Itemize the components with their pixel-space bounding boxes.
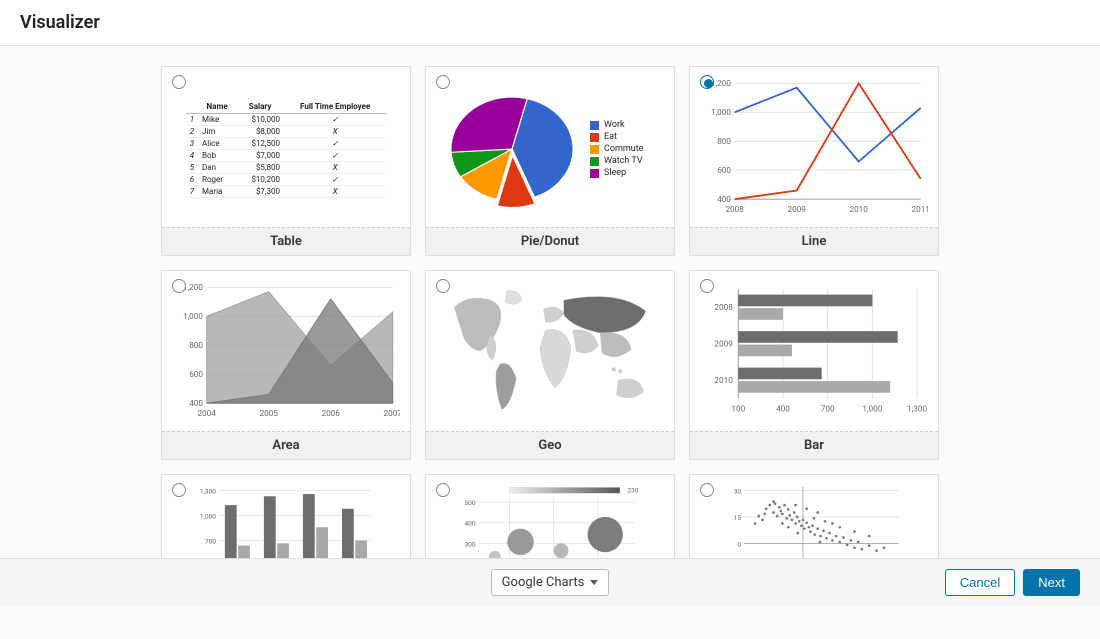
card-pie-label: Pie/Donut [426,227,674,255]
cancel-button[interactable]: Cancel [945,569,1015,596]
svg-text:230: 230 [627,487,638,495]
svg-text:600: 600 [717,166,731,176]
card-line-preview: 400 600 800 1,000 1,200 2008 2009 2010 2011 [690,67,938,227]
card-line[interactable]: 400 600 800 1,000 1,200 2008 2009 2010 2011 Line [689,66,939,256]
svg-text:1,000: 1,000 [200,512,216,520]
svg-text:400: 400 [717,195,731,205]
svg-text:400: 400 [464,520,475,528]
svg-text:1,000: 1,000 [711,108,731,118]
pie-legend: WorkEatCommuteWatch TVSleep [590,118,643,180]
svg-text:1,000: 1,000 [183,312,203,322]
card-table-preview: NameSalaryFull Time Employee 1Mike$10,00… [162,67,410,227]
geo-chart [436,279,664,427]
card-column-preview: 1,300 1,000 700 [162,475,410,568]
radio-table[interactable] [172,75,186,89]
radio-scatter[interactable] [700,483,714,497]
svg-text:2007: 2007 [384,409,400,419]
card-scatter[interactable]: 30 15 0 [689,474,939,569]
bar-chart: 100 400 700 1,000 1,300 2008 2009 2010 [700,279,928,427]
card-geo-preview [426,271,674,431]
card-line-label: Line [690,227,938,255]
svg-text:1,000: 1,000 [862,404,882,414]
svg-text:2008: 2008 [714,303,733,313]
svg-text:400: 400 [189,399,203,409]
radio-bubble[interactable] [436,483,450,497]
chevron-down-icon [590,580,598,585]
svg-text:2011: 2011 [912,205,928,215]
radio-line[interactable] [700,75,714,89]
radio-pie[interactable] [436,75,450,89]
svg-text:15: 15 [734,514,742,522]
svg-text:1,300: 1,300 [200,487,216,495]
next-button[interactable]: Next [1023,569,1080,596]
svg-text:800: 800 [717,137,731,147]
svg-text:2010: 2010 [714,376,733,386]
footer-bar: Google Charts Cancel Next [0,558,1100,606]
svg-text:2008: 2008 [725,205,744,215]
svg-text:2010: 2010 [849,205,868,215]
chart-type-grid: NameSalaryFull Time Employee 1Mike$10,00… [161,66,939,569]
svg-text:2006: 2006 [321,409,340,419]
column-chart: 1,300 1,000 700 [172,483,400,564]
table-preview: NameSalaryFull Time Employee 1Mike$10,00… [186,100,387,198]
svg-text:30: 30 [734,487,742,495]
card-table[interactable]: NameSalaryFull Time Employee 1Mike$10,00… [161,66,411,256]
radio-column[interactable] [172,483,186,497]
card-pie[interactable]: WorkEatCommuteWatch TVSleep Pie/Donut [425,66,675,256]
card-bar-label: Bar [690,431,938,459]
svg-text:700: 700 [205,537,216,545]
library-dropdown-label: Google Charts [502,575,585,590]
svg-text:2009: 2009 [714,340,733,350]
card-bubble[interactable]: 230 500 400 300 [425,474,675,569]
library-dropdown[interactable]: Google Charts [491,569,610,596]
svg-text:700: 700 [821,404,835,414]
svg-text:1,300: 1,300 [907,404,927,414]
svg-text:2005: 2005 [259,409,278,419]
pie-chart [442,90,582,209]
svg-text:800: 800 [189,341,203,351]
radio-bar[interactable] [700,279,714,293]
card-column[interactable]: 1,300 1,000 700 [161,474,411,569]
card-area[interactable]: 400 600 800 1,000 1,200 2004 2005 2006 2007 Area [161,270,411,460]
svg-text:2009: 2009 [787,205,806,215]
radio-area[interactable] [172,279,186,293]
card-scatter-preview: 30 15 0 [690,475,938,568]
card-pie-preview: WorkEatCommuteWatch TVSleep [426,67,674,227]
svg-text:1,200: 1,200 [183,283,203,293]
bubble-chart: 230 500 400 300 [436,483,664,564]
svg-text:600: 600 [189,370,203,380]
app-header: Visualizer [0,0,1100,46]
card-bubble-preview: 230 500 400 300 [426,475,674,568]
svg-text:0: 0 [737,540,741,548]
area-chart: 400 600 800 1,000 1,200 2004 2005 2006 2007 [172,279,400,427]
card-bar-preview: 100 400 700 1,000 1,300 2008 2009 2010 [690,271,938,431]
svg-text:100: 100 [731,404,745,414]
radio-geo[interactable] [436,279,450,293]
page-title: Visualizer [20,12,1080,33]
card-area-preview: 400 600 800 1,000 1,200 2004 2005 2006 2007 [162,271,410,431]
card-bar[interactable]: 100 400 700 1,000 1,300 2008 2009 2010 Bar [689,270,939,460]
svg-text:500: 500 [464,499,475,507]
card-geo-label: Geo [426,431,674,459]
svg-text:2004: 2004 [197,409,216,419]
card-geo[interactable]: Geo [425,270,675,460]
line-chart: 400 600 800 1,000 1,200 2008 2009 2010 2011 [700,75,928,223]
content-area: NameSalaryFull Time Employee 1Mike$10,00… [0,46,1100,639]
svg-text:1,200: 1,200 [711,79,731,89]
card-area-label: Area [162,431,410,459]
svg-text:400: 400 [776,404,790,414]
card-table-label: Table [162,227,410,255]
scatter-chart: 30 15 0 [700,483,928,564]
svg-text:300: 300 [464,540,475,548]
